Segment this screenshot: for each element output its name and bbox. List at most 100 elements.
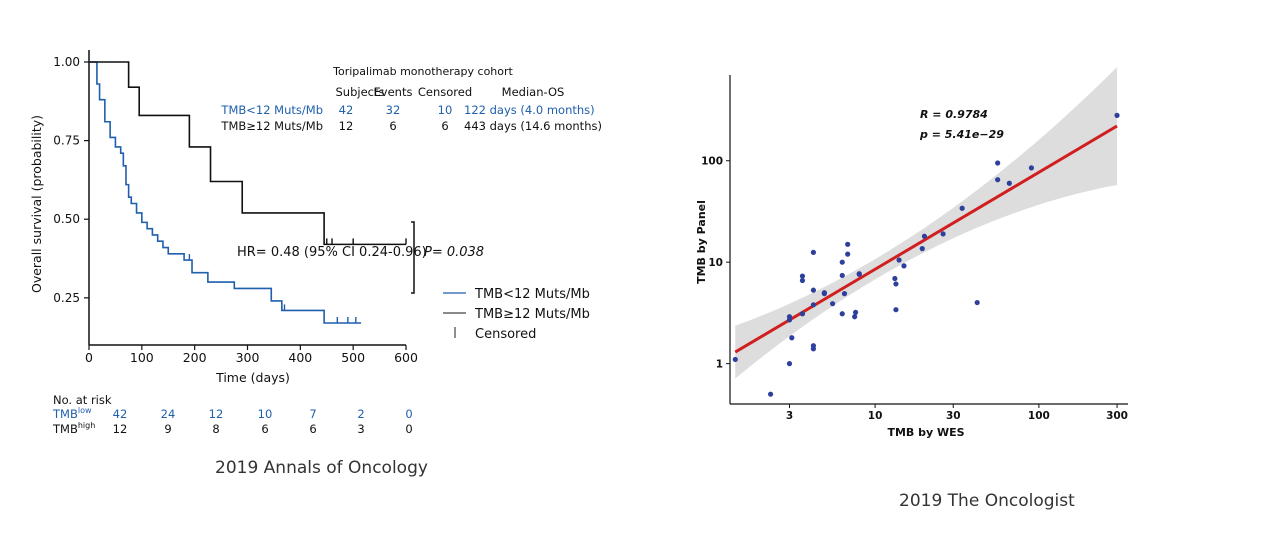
scatter-point — [789, 335, 795, 341]
scatter-point — [959, 205, 965, 211]
scatter-x-tick-label: 100 — [1028, 410, 1050, 422]
km-y-label: Overall survival (probability) — [29, 115, 44, 293]
km-risk-value: 8 — [212, 422, 219, 436]
km-curve-tmb-high — [89, 61, 406, 246]
km-risk-value: 9 — [164, 422, 171, 436]
km-risk-value: 6 — [309, 422, 316, 436]
scatter-confidence-band — [735, 67, 1118, 379]
km-table-median: 443 days (14.6 months) — [464, 119, 602, 133]
scatter-y-label: TMB by Panel — [695, 200, 708, 284]
km-table-subjects: 12 — [339, 119, 354, 133]
km-risk-value: 2 — [357, 407, 364, 421]
scatter-point — [1006, 180, 1012, 186]
km-chart: Toripalimab monotherapy cohort SubjectsE… — [29, 50, 602, 436]
km-legend: TMB<12 Muts/Mb TMB≥12 Muts/Mb Censored — [443, 287, 590, 342]
scatter-point — [845, 241, 851, 247]
km-p-text: P= 0.038 — [424, 245, 484, 260]
km-risk-value: 0 — [405, 407, 412, 421]
km-risk-value: 12 — [209, 407, 224, 421]
scatter-point — [940, 231, 946, 237]
scatter-x-tick-label: 300 — [1106, 410, 1128, 422]
km-risk-value: 7 — [309, 407, 316, 421]
scatter-y-tick-label: 1 — [716, 359, 723, 371]
scatter-point — [893, 281, 899, 287]
km-risk-value: 10 — [258, 407, 273, 421]
scatter-point — [995, 177, 1001, 183]
km-table-subjects: 42 — [339, 103, 354, 117]
scatter-point — [845, 251, 851, 257]
scatter-point — [767, 391, 774, 397]
scatter-point — [1114, 112, 1120, 118]
scatter-r-annotation: R = 0.9784 — [920, 108, 988, 121]
scatter-x-tick-label: 30 — [946, 410, 961, 422]
km-x-tick-label: 600 — [394, 350, 418, 365]
scatter-point — [821, 291, 827, 297]
scatter-point — [839, 259, 845, 265]
km-table-events: 32 — [386, 103, 401, 117]
scatter-point — [799, 273, 806, 279]
km-axes: 0 100 200 300 400 500 600 0.25 0.50 0.75 1.00 — [53, 50, 418, 365]
km-legend-label: TMB<12 Muts/Mb — [474, 287, 590, 302]
scatter-y-tick-label: 10 — [708, 257, 723, 269]
km-table-censored: 10 — [438, 103, 453, 117]
caption-right: 2019 The Oncologist — [899, 491, 1075, 511]
scatter-point — [919, 246, 925, 252]
km-y-tick-label: 0.25 — [53, 291, 80, 305]
scatter-point — [995, 160, 1001, 166]
km-x-tick-label: 0 — [85, 350, 93, 365]
km-y-tick-label: 0.50 — [53, 212, 80, 226]
km-legend-label: Censored — [475, 327, 536, 342]
caption-left: 2019 Annals of Oncology — [215, 458, 428, 478]
km-risk-row-label: TMBlow — [52, 406, 92, 421]
km-risk-value: 24 — [161, 407, 176, 421]
scatter-point — [839, 311, 845, 317]
scatter-point — [786, 314, 793, 320]
scatter-point — [893, 307, 899, 313]
scatter-point — [901, 263, 907, 269]
scatter-p-annotation: p = 5.41e−29 — [919, 128, 1004, 141]
km-hr-text: HR= 0.48 (95% CI 0.24-0.96) — [237, 245, 427, 260]
km-table-header: Subjects — [336, 85, 385, 99]
km-x-tick-label: 100 — [130, 350, 154, 365]
scatter-point — [921, 233, 928, 239]
scatter-point — [829, 301, 836, 307]
km-risk-value: 3 — [357, 422, 364, 436]
scatter-point — [786, 361, 793, 367]
km-risk-value: 6 — [261, 422, 268, 436]
km-x-tick-label: 200 — [183, 350, 207, 365]
scatter-point — [810, 287, 817, 293]
scatter-point — [856, 271, 862, 277]
scatter-point — [896, 257, 902, 263]
scatter-point — [841, 291, 848, 297]
scatter-point — [732, 356, 738, 363]
km-x-tick-label: 300 — [236, 350, 260, 365]
km-x-tick-label: 400 — [288, 350, 312, 365]
scatter-x-tick-label: 10 — [868, 410, 883, 422]
scatter-point — [810, 346, 817, 352]
km-table-median: 122 days (4.0 months) — [464, 103, 595, 117]
km-table-censored: 6 — [441, 119, 448, 133]
km-title: Toripalimab monotherapy cohort — [332, 65, 513, 78]
scatter-point — [1028, 165, 1034, 171]
km-curve-tmb-low — [89, 61, 362, 324]
scatter-point — [852, 314, 858, 320]
scatter-point — [974, 299, 980, 306]
km-x-label: Time (days) — [215, 370, 290, 385]
scatter-point — [799, 311, 806, 317]
scatter-point — [852, 309, 859, 315]
km-risk-value: 12 — [113, 422, 128, 436]
km-risk-row-label: TMBhigh — [52, 421, 95, 436]
scatter-point — [810, 249, 817, 255]
km-legend-label: TMB≥12 Muts/Mb — [474, 307, 590, 322]
scatter-y-tick-label: 100 — [701, 156, 723, 168]
km-table-row-label: TMB<12 Muts/Mb — [220, 103, 323, 117]
scatter-axes: 3 10 30 100 300 1 10 100 — [701, 75, 1128, 422]
scatter-point — [839, 272, 845, 279]
scatter-point — [810, 302, 817, 308]
scatter-x-label: TMB by WES — [887, 426, 964, 439]
km-hr-bracket — [411, 221, 415, 294]
km-x-tick-label: 500 — [341, 350, 365, 365]
km-table-events: 6 — [389, 119, 396, 133]
